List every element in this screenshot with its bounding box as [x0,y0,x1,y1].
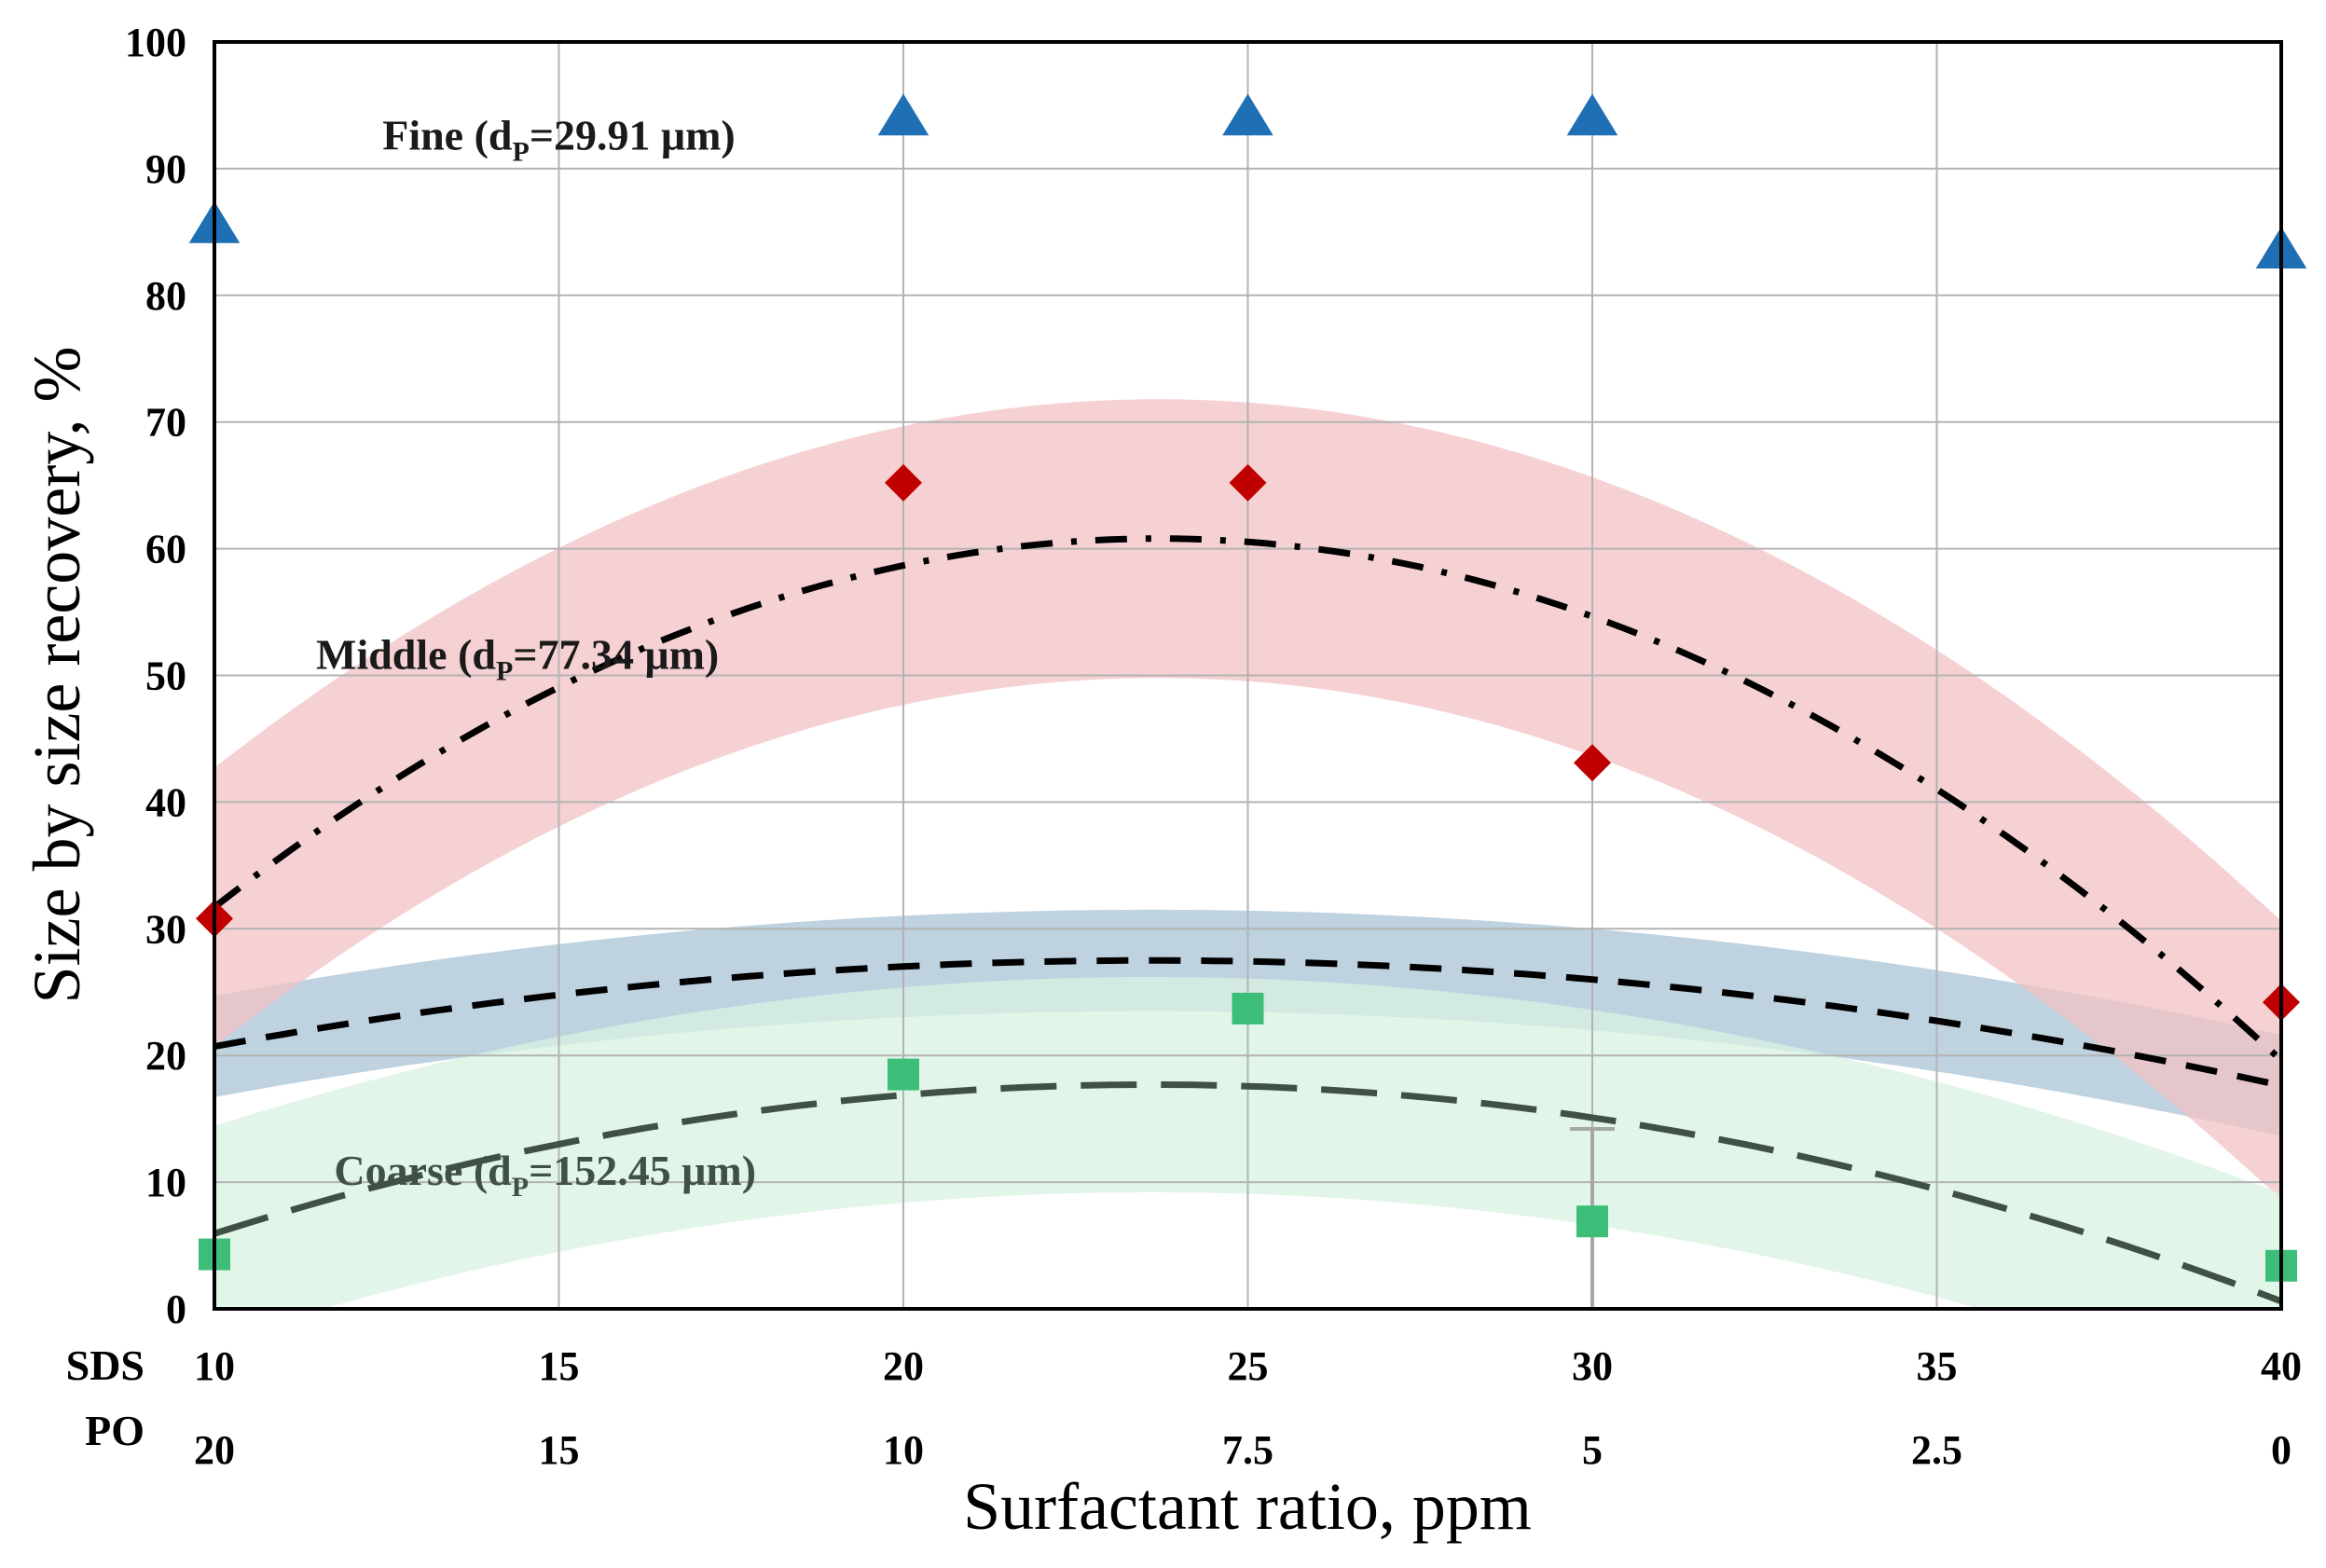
data-point-square [1232,992,1264,1025]
data-markers [188,93,2307,1282]
y-tick-label: 90 [145,146,186,192]
fit-curve-diamond [214,535,2281,1063]
x-row-label: PO [85,1407,145,1454]
x-tick-label: 15 [539,1427,580,1473]
x-tick-label: 25 [1228,1343,1269,1389]
data-point-square [888,1058,919,1091]
x-tick-label: 35 [1917,1343,1958,1389]
x-tick-label: 30 [1572,1343,1613,1389]
band-triangle [214,909,2281,1136]
x-tick-label: 20 [883,1343,924,1389]
y-tick-label: 100 [125,20,186,65]
data-point-diamond [885,463,922,502]
series-label-diamond: Middle (dP=77.34 μm) [316,631,719,687]
x-tick-label: 0 [2271,1427,2292,1473]
y-tick-label: 0 [166,1286,186,1332]
x-row-label: SDS [66,1341,145,1389]
y-tick-label: 50 [145,653,186,699]
gridlines [214,42,2281,1309]
plot-frame [213,40,2283,1311]
x-tick-label: 2.5 [1911,1427,1962,1473]
y-tick-label: 10 [145,1160,186,1205]
data-point-triangle [877,93,929,136]
x-tick-label: 15 [539,1343,580,1389]
data-point-diamond [1229,463,1267,502]
y-axis-title: Size by size recovery, % [20,346,94,1003]
data-point-triangle [1566,93,1618,136]
x-tick-label: 10 [194,1343,235,1389]
series-labels: Fine (dP=29.91 μm) Middle (dP=77.34 μm) Co… [316,112,756,1203]
fit-curve-square [214,1081,2281,1305]
x-tick-label: 20 [194,1427,235,1473]
x-axis-title: Surfactant ratio, ppm [963,1469,1532,1544]
x-tick-label: 7.5 [1222,1427,1273,1473]
x-tick-label: 40 [2261,1343,2302,1389]
y-tick-label: 30 [145,906,186,952]
y-tick-label: 60 [145,527,186,572]
fit-curve-triangle [214,956,2281,1089]
data-point-triangle [1222,93,1273,136]
data-point-diamond [1574,744,1611,782]
y-tick-label: 80 [145,273,186,319]
y-tick-label: 20 [145,1033,186,1079]
x-tick-label: 5 [1582,1427,1603,1473]
y-tick-label: 40 [145,779,186,825]
fit-curves [214,535,2281,1305]
series-label-square: Coarse (dP=152.45 μm) [334,1147,756,1203]
series-label-triangle: Fine (dP=29.91 μm) [382,112,736,168]
x-tick-label: 10 [883,1427,924,1473]
data-point-square [1576,1205,1608,1238]
band-diamond [214,399,2281,1200]
y-tick-label: 70 [145,400,186,446]
